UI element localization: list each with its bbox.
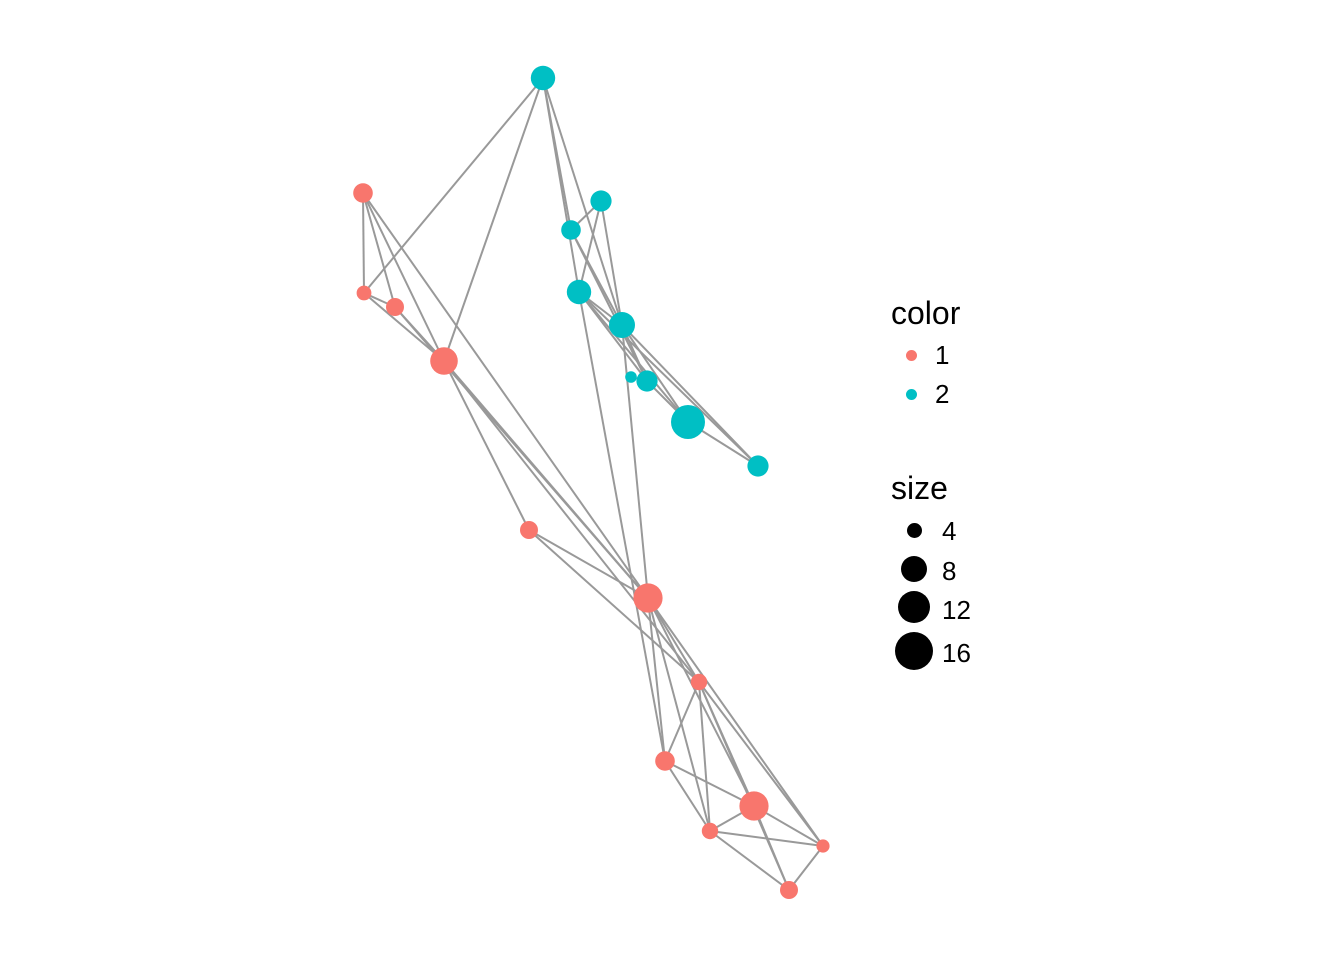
edge-n15-n17 — [647, 597, 666, 762]
node-n18 — [739, 791, 769, 821]
edge-n14-n15 — [528, 529, 649, 599]
node-n16 — [690, 673, 708, 691]
legend-color-label-2: 2 — [935, 379, 950, 409]
edge-n4-n9 — [578, 291, 759, 467]
legend-size-label-8: 8 — [942, 556, 957, 586]
node-layer — [353, 65, 830, 899]
edge-n13-n15 — [443, 360, 649, 599]
edge-n16-n19 — [698, 681, 711, 832]
edge-n19-n20 — [709, 830, 824, 847]
node-n13 — [430, 347, 458, 375]
edge-n4-n17 — [578, 291, 666, 762]
legend-size-key-12 — [898, 591, 930, 623]
node-n1 — [530, 65, 556, 91]
edge-n13-n14 — [443, 360, 530, 531]
node-n2 — [590, 190, 612, 212]
node-n9 — [747, 455, 769, 477]
legend-color-key-2 — [906, 389, 917, 400]
edge-n5-n8 — [621, 324, 689, 423]
node-n14 — [520, 521, 538, 539]
edge-n15-n20 — [647, 597, 824, 847]
edge-n1-n11 — [363, 77, 544, 294]
edge-n1-n4 — [542, 77, 580, 293]
edge-n19-n21 — [709, 830, 790, 891]
edge-n16-n20 — [698, 681, 824, 847]
node-n4 — [566, 279, 592, 305]
node-n17 — [655, 751, 675, 771]
legend-size-key-8 — [901, 556, 927, 582]
node-n11 — [356, 285, 372, 301]
edge-n16-n17 — [664, 681, 700, 762]
edge-n18-n21 — [753, 805, 790, 891]
node-n3 — [561, 220, 581, 240]
edge-n10-n13 — [362, 192, 445, 362]
edge-n15-n19 — [647, 597, 711, 832]
node-n5 — [609, 312, 635, 338]
edge-n10-n11 — [362, 192, 365, 294]
edge-n2-n4 — [578, 200, 602, 293]
legend-color-key-1 — [906, 350, 917, 361]
edge-n10-n12 — [362, 192, 396, 308]
edge-n14-n16 — [528, 529, 700, 683]
edge-n20-n21 — [788, 845, 824, 891]
legend-size-key-4 — [907, 523, 922, 538]
legend-size-label-16: 16 — [942, 638, 971, 668]
legend-size-title: size — [891, 470, 948, 506]
node-n20 — [816, 839, 830, 853]
node-n7 — [636, 370, 658, 392]
node-n6 — [625, 371, 637, 383]
edge-n3-n7 — [570, 229, 648, 382]
edge-n17-n18 — [664, 760, 755, 807]
edge-n15-n16 — [647, 597, 700, 683]
node-n21 — [780, 881, 798, 899]
edge-n5-n9 — [621, 324, 759, 467]
edge-n4-n8 — [578, 291, 689, 423]
node-n15 — [633, 583, 663, 613]
node-n12 — [386, 298, 404, 316]
edge-n11-n13 — [363, 292, 445, 362]
edge-n1-n5 — [542, 77, 623, 326]
legend-color-title: color — [891, 295, 961, 331]
edge-n5-n15 — [621, 324, 649, 599]
legend-color-label-1: 1 — [935, 340, 950, 370]
edge-n13-n16 — [443, 360, 700, 683]
node-n19 — [701, 822, 719, 840]
legend-size-label-4: 4 — [942, 516, 957, 546]
edge-n10-n15 — [362, 192, 649, 599]
edge-n2-n5 — [600, 200, 623, 326]
legend-size-key-16 — [895, 632, 933, 670]
edge-layer — [362, 77, 824, 891]
edge-n17-n19 — [664, 760, 711, 832]
node-n8 — [671, 405, 705, 439]
node-n10 — [353, 183, 373, 203]
edge-n1-n13 — [443, 77, 544, 362]
legend-size-label-12: 12 — [942, 595, 971, 625]
